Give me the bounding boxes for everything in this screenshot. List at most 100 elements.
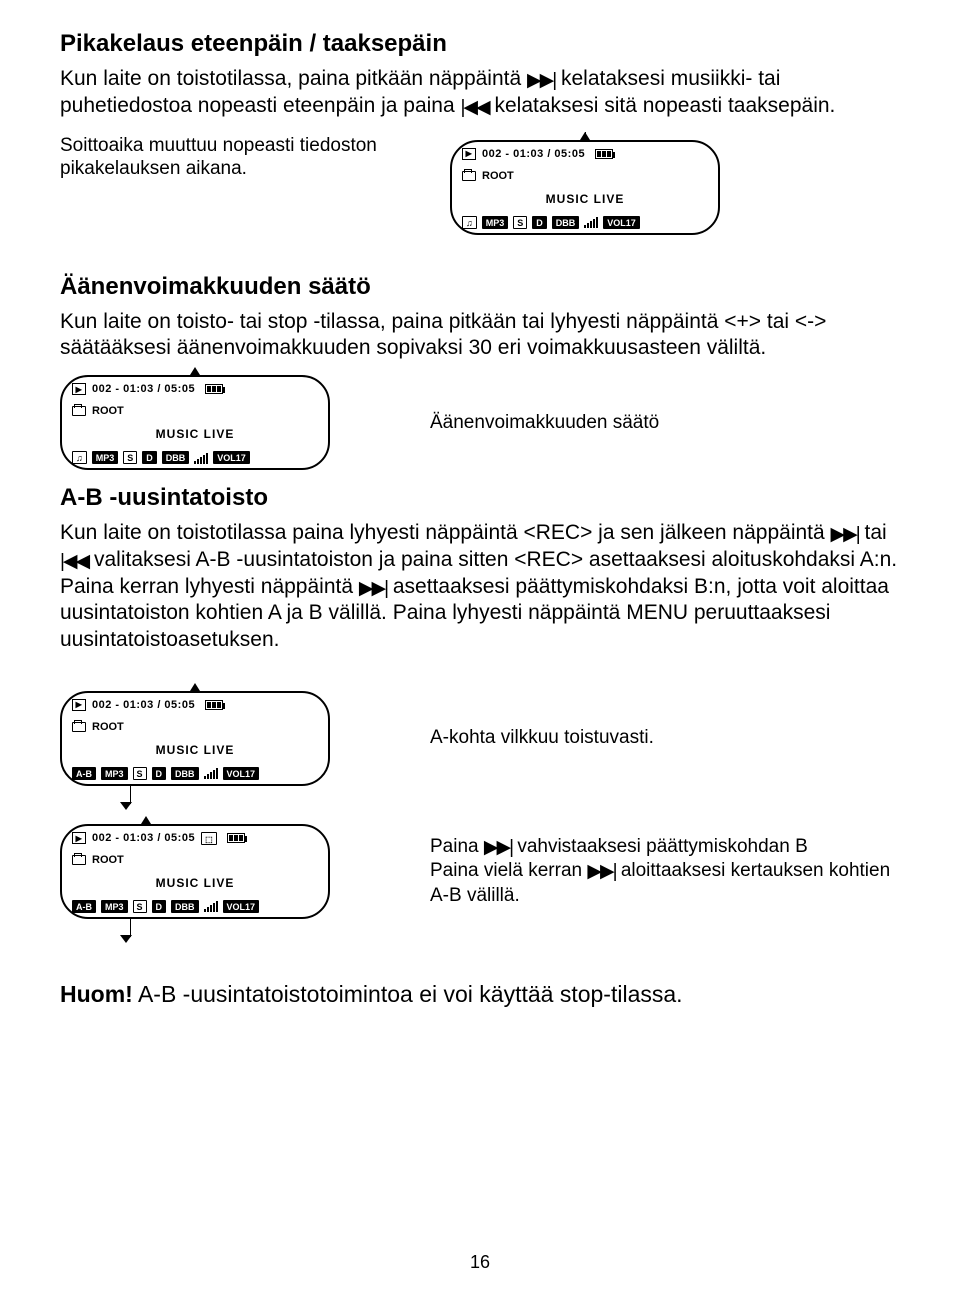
dbb-tag: DBB	[162, 451, 190, 464]
sec2-caption: Äänenvoimakkuuden säätö	[430, 411, 900, 435]
sec3-body-b: tai	[859, 521, 887, 544]
pointer-line	[585, 132, 586, 140]
sec3-cap-b2: vahvistaaksesi päättymiskohdan B	[512, 836, 808, 857]
folder-icon	[462, 171, 476, 181]
lcd-root: ROOT	[92, 721, 124, 733]
ff-icon: ▶▶|	[359, 577, 387, 601]
lcd-music: MUSIC LIVE	[72, 876, 318, 890]
ff-icon: ▶▶|	[484, 836, 512, 860]
play-icon: ▶	[72, 832, 86, 844]
dbb-tag: DBB	[171, 900, 199, 913]
note-text: A-B -uusintatoistotoimintoa ei voi käytt…	[133, 981, 683, 1007]
lcd-line1: ▶ 002 - 01:03 / 05:05	[462, 148, 708, 160]
lcd-line2: ROOT	[72, 721, 318, 733]
lcd-root: ROOT	[482, 170, 514, 182]
lcd-time: 002 - 01:03 / 05:05	[92, 699, 195, 711]
lcd-line1: ▶ 002 - 01:03 / 05:05 ⬚	[72, 832, 318, 845]
lcd-time: 002 - 01:03 / 05:05	[92, 832, 195, 844]
sec3-row-a: ▶ 002 - 01:03 / 05:05 ROOT MUSIC LIVE A-…	[60, 691, 900, 786]
folder-icon	[72, 406, 86, 416]
play-icon: ▶	[462, 148, 476, 160]
small-tag: ⬚	[201, 832, 217, 845]
mp3-tag: MP3	[101, 767, 128, 780]
d-tag: D	[142, 451, 157, 464]
lcd-music: MUSIC LIVE	[72, 743, 318, 757]
lcd-2: ▶ 002 - 01:03 / 05:05 ROOT MUSIC LIVE ♫ …	[60, 375, 330, 470]
page-number: 16	[0, 1252, 960, 1273]
d-tag: D	[532, 216, 547, 229]
ff-icon: ▶▶|	[587, 860, 615, 884]
lcd-line1: ▶ 002 - 01:03 / 05:05	[72, 383, 318, 395]
vol-tag: VOL17	[223, 767, 260, 780]
bars-icon	[204, 767, 218, 779]
note-bold: Huom!	[60, 981, 133, 1007]
lcd-root: ROOT	[92, 854, 124, 866]
lcd-line4: A-B MP3 S D DBB VOL17	[72, 900, 318, 913]
sec3-cap-a: A-kohta vilkkuu toistuvasti.	[430, 726, 900, 750]
folder-icon	[72, 855, 86, 865]
vol-tag: VOL17	[213, 451, 250, 464]
sec2-body: Kun laite on toisto- tai stop -tilassa, …	[60, 309, 900, 362]
lcd-time: 002 - 01:03 / 05:05	[482, 148, 585, 160]
battery-icon	[205, 700, 223, 710]
d-tag: D	[152, 900, 167, 913]
sec3-body: Kun laite on toistotilassa paina lyhyest…	[60, 520, 900, 653]
lcd-3: ▶ 002 - 01:03 / 05:05 ROOT MUSIC LIVE A-…	[60, 691, 330, 786]
note-line: Huom! A-B -uusintatoistotoimintoa ei voi…	[60, 981, 900, 1008]
lcd-music: MUSIC LIVE	[72, 427, 318, 441]
lcd-time: 002 - 01:03 / 05:05	[92, 383, 195, 395]
mp3-tag: MP3	[482, 216, 509, 229]
rw-icon: |◀◀	[60, 550, 88, 574]
lcd-root: ROOT	[92, 405, 124, 417]
sec2-row: ▶ 002 - 01:03 / 05:05 ROOT MUSIC LIVE ♫ …	[60, 375, 900, 470]
play-icon: ▶	[72, 699, 86, 711]
sec1-body-a: Kun laite on toistotilassa, paina pitkää…	[60, 67, 527, 90]
sec2-title: Äänenvoimakkuuden säätö	[60, 273, 900, 301]
s-icon: S	[513, 216, 527, 229]
s-icon: S	[123, 451, 137, 464]
lcd-line2: ROOT	[72, 405, 318, 417]
note-icon: ♫	[72, 451, 87, 464]
lcd-line4: ♫ MP3 S D DBB VOL17	[72, 451, 318, 464]
mp3-tag: MP3	[101, 900, 128, 913]
sec3-title: A-B -uusintatoisto	[60, 484, 900, 512]
lcd-line4: ♫ MP3 S D DBB VOL17	[462, 216, 708, 229]
battery-icon	[227, 833, 245, 843]
arrow-down-icon	[120, 802, 132, 810]
lcd-notch-icon	[141, 816, 151, 824]
sec3-cap-c: Paina vielä kerran ▶▶| aloittaaksesi ker…	[430, 859, 900, 908]
sec1-body-c: kelataksesi sitä nopeasti taaksepäin.	[489, 94, 836, 117]
sec3-row-b: ▶ 002 - 01:03 / 05:05 ⬚ ROOT MUSIC LIVE …	[60, 824, 900, 919]
dbb-tag: DBB	[171, 767, 199, 780]
battery-icon	[595, 149, 613, 159]
sec3-cap-b: Paina ▶▶| vahvistaaksesi päättymiskohdan…	[430, 835, 900, 860]
sec1-caption: Soittoaika muuttuu nopeasti tiedoston pi…	[60, 134, 420, 182]
arrow-down-icon	[120, 935, 132, 943]
vol-tag: VOL17	[223, 900, 260, 913]
bars-icon	[584, 216, 598, 228]
ff-icon: ▶▶|	[831, 523, 859, 547]
sec3-cap-b1: Paina	[430, 836, 484, 857]
lcd-screen: ▶ 002 - 01:03 / 05:05 ROOT MUSIC LIVE ♫ …	[450, 140, 720, 235]
lcd-line1: ▶ 002 - 01:03 / 05:05	[72, 699, 318, 711]
s-icon: S	[133, 767, 147, 780]
lcd-screen: ▶ 002 - 01:03 / 05:05 ROOT MUSIC LIVE A-…	[60, 691, 330, 786]
sec1-title: Pikakelaus eteenpäin / taaksepäin	[60, 30, 900, 58]
lcd-music: MUSIC LIVE	[462, 192, 708, 206]
lcd-screen: ▶ 002 - 01:03 / 05:05 ROOT MUSIC LIVE ♫ …	[60, 375, 330, 470]
lcd-1: ▶ 002 - 01:03 / 05:05 ROOT MUSIC LIVE ♫ …	[450, 140, 720, 235]
ff-icon: ▶▶|	[527, 69, 555, 93]
dbb-tag: DBB	[552, 216, 580, 229]
note-icon: ♫	[462, 216, 477, 229]
sec3-cap-c1: Paina vielä kerran	[430, 860, 587, 881]
lcd-notch-icon	[190, 683, 200, 691]
bars-icon	[204, 900, 218, 912]
folder-icon	[72, 722, 86, 732]
bars-icon	[194, 452, 208, 464]
rw-icon: |◀◀	[461, 96, 489, 120]
lcd-notch-icon	[190, 367, 200, 375]
lcd-4: ▶ 002 - 01:03 / 05:05 ⬚ ROOT MUSIC LIVE …	[60, 824, 330, 919]
mp3-tag: MP3	[92, 451, 119, 464]
sec1-body: Kun laite on toistotilassa, paina pitkää…	[60, 66, 900, 120]
play-icon: ▶	[72, 383, 86, 395]
